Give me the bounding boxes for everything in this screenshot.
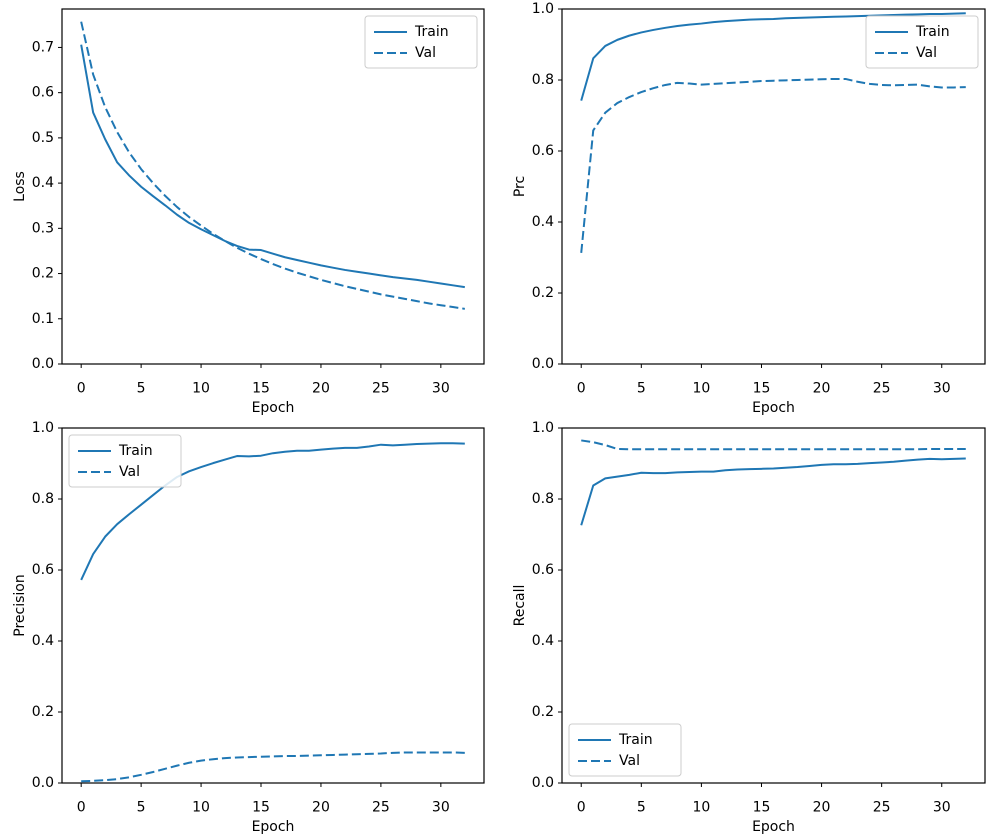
- series-line-train: [80, 442, 465, 581]
- y-tick-label: 1.0: [32, 420, 54, 436]
- y-tick-label: 0.0: [32, 775, 54, 791]
- x-tick-label: 5: [137, 381, 146, 397]
- x-axis-label: Epoch: [752, 819, 795, 835]
- y-tick-label: 0.6: [532, 562, 554, 578]
- x-tick-label: 5: [637, 381, 646, 397]
- y-tick-label: 0.4: [32, 633, 54, 649]
- x-tick-label: 25: [873, 800, 891, 816]
- y-tick-label: 0.2: [532, 285, 554, 301]
- y-tick-label: 0.2: [532, 704, 554, 720]
- legend-label-val: Val: [619, 753, 640, 769]
- x-tick-label: 30: [432, 800, 450, 816]
- axes-spines: [561, 8, 986, 365]
- x-axis-label: Epoch: [752, 400, 795, 416]
- y-tick-label: 0.2: [32, 266, 54, 282]
- x-tick-label: 20: [813, 800, 831, 816]
- x-tick-label: 30: [933, 381, 951, 397]
- chart-canvas-recall: 0 5 10 15 20 25 30 0.0 0.2 0.4 0.6 0.8 1.0 Epoch Recal…: [512, 420, 986, 835]
- x-tick-label: 0: [577, 800, 586, 816]
- legend-box: [68, 434, 182, 488]
- y-tick-label: 0.5: [32, 130, 54, 146]
- y-tick-label: 0.0: [532, 775, 554, 791]
- legend-label-train: Train: [118, 443, 153, 459]
- axes-spines: [561, 427, 986, 784]
- chart-canvas-loss: 0 5 10 15 20 25 30 0.0 0.1 0.2 0.3 0.4 0.5 0.6 0.7 Epoc…: [12, 8, 485, 416]
- y-axis-label: Recall: [512, 585, 528, 627]
- legend-label-train: Train: [915, 24, 950, 40]
- x-tick-label: 20: [312, 381, 330, 397]
- y-tick-label: 0.4: [532, 633, 554, 649]
- legend-box: [568, 723, 682, 777]
- subplot-recall: 0 5 10 15 20 25 30 0.0 0.2 0.4 0.6 0.8 1.0 Epoch Recal…: [500, 419, 1001, 838]
- legend: Train Val: [865, 15, 979, 69]
- subplot-loss: 0 5 10 15 20 25 30 0.0 0.1 0.2 0.3 0.4 0.5 0.6 0.7 Epoc…: [0, 0, 500, 419]
- y-axis-label: Prc: [512, 176, 528, 197]
- legend-label-train: Train: [618, 732, 653, 748]
- y-tick-label: 0.8: [32, 491, 54, 507]
- y-tick-label: 0.6: [32, 562, 54, 578]
- chart-canvas-precision: 0 5 10 15 20 25 30 0.0 0.2 0.4 0.6 0.8 1.0 Epoch Preci…: [12, 420, 485, 835]
- series-line-train: [580, 12, 966, 101]
- subplot-precision: 0 5 10 15 20 25 30 0.0 0.2 0.4 0.6 0.8 1.0 Epoch Preci…: [0, 419, 500, 838]
- x-tick-label: 0: [77, 381, 86, 397]
- x-tick-label: 25: [372, 381, 390, 397]
- subplot-prc: 0 5 10 15 20 25 30 0.0 0.2 0.4 0.6 0.8 1.0 Epoch Prc Tr…: [500, 0, 1001, 419]
- chart-canvas-prc: 0 5 10 15 20 25 30 0.0 0.2 0.4 0.6 0.8 1.0 Epoch Prc Tr…: [512, 1, 986, 416]
- y-tick-label: 0.2: [32, 704, 54, 720]
- x-tick-label: 0: [577, 381, 586, 397]
- x-tick-label: 10: [192, 800, 210, 816]
- series-line-train: [80, 44, 465, 289]
- legend: Train Val: [568, 723, 682, 777]
- legend-label-val: Val: [415, 45, 436, 61]
- series-line-train: [580, 457, 966, 526]
- y-tick-label: 1.0: [532, 420, 554, 436]
- x-tick-label: 10: [692, 800, 710, 816]
- legend-label-val: Val: [119, 464, 140, 480]
- x-tick-label: 0: [77, 800, 86, 816]
- legend-label-val: Val: [916, 45, 937, 61]
- axes-spines: [61, 427, 485, 784]
- axes-spines: [61, 8, 485, 365]
- y-tick-label: 0.6: [532, 143, 554, 159]
- y-tick-label: 0.7: [32, 39, 54, 55]
- y-tick-label: 0.0: [532, 356, 554, 372]
- legend: Train Val: [68, 434, 182, 488]
- series-line-val: [580, 77, 966, 253]
- series-line-val: [80, 21, 465, 310]
- x-tick-label: 15: [252, 800, 270, 816]
- y-tick-label: 0.3: [32, 220, 54, 236]
- x-tick-label: 15: [753, 381, 771, 397]
- y-axis-label: Precision: [12, 574, 28, 636]
- x-tick-label: 25: [372, 800, 390, 816]
- x-tick-label: 20: [312, 800, 330, 816]
- legend-box: [364, 15, 478, 69]
- y-tick-label: 0.6: [32, 85, 54, 101]
- x-axis-label: Epoch: [252, 819, 295, 835]
- x-axis-label: Epoch: [252, 400, 295, 416]
- x-tick-label: 20: [813, 381, 831, 397]
- y-tick-label: 0.4: [32, 175, 54, 191]
- y-tick-label: 0.8: [532, 72, 554, 88]
- x-tick-label: 10: [192, 381, 210, 397]
- legend-box: [865, 15, 979, 69]
- y-tick-label: 0.8: [532, 491, 554, 507]
- y-tick-label: 0.4: [532, 214, 554, 230]
- y-axis-label: Loss: [12, 171, 28, 202]
- x-tick-label: 25: [873, 381, 891, 397]
- legend-label-train: Train: [414, 24, 449, 40]
- legend: Train Val: [364, 15, 478, 69]
- y-tick-label: 0.0: [32, 356, 54, 372]
- x-tick-label: 30: [432, 381, 450, 397]
- x-tick-label: 30: [933, 800, 951, 816]
- y-tick-label: 1.0: [532, 1, 554, 17]
- x-tick-label: 15: [753, 800, 771, 816]
- series-line-val: [581, 439, 966, 451]
- y-tick-label: 0.1: [32, 311, 54, 327]
- x-tick-label: 5: [637, 800, 646, 816]
- x-tick-label: 5: [137, 800, 146, 816]
- x-tick-label: 15: [252, 381, 270, 397]
- x-tick-label: 10: [692, 381, 710, 397]
